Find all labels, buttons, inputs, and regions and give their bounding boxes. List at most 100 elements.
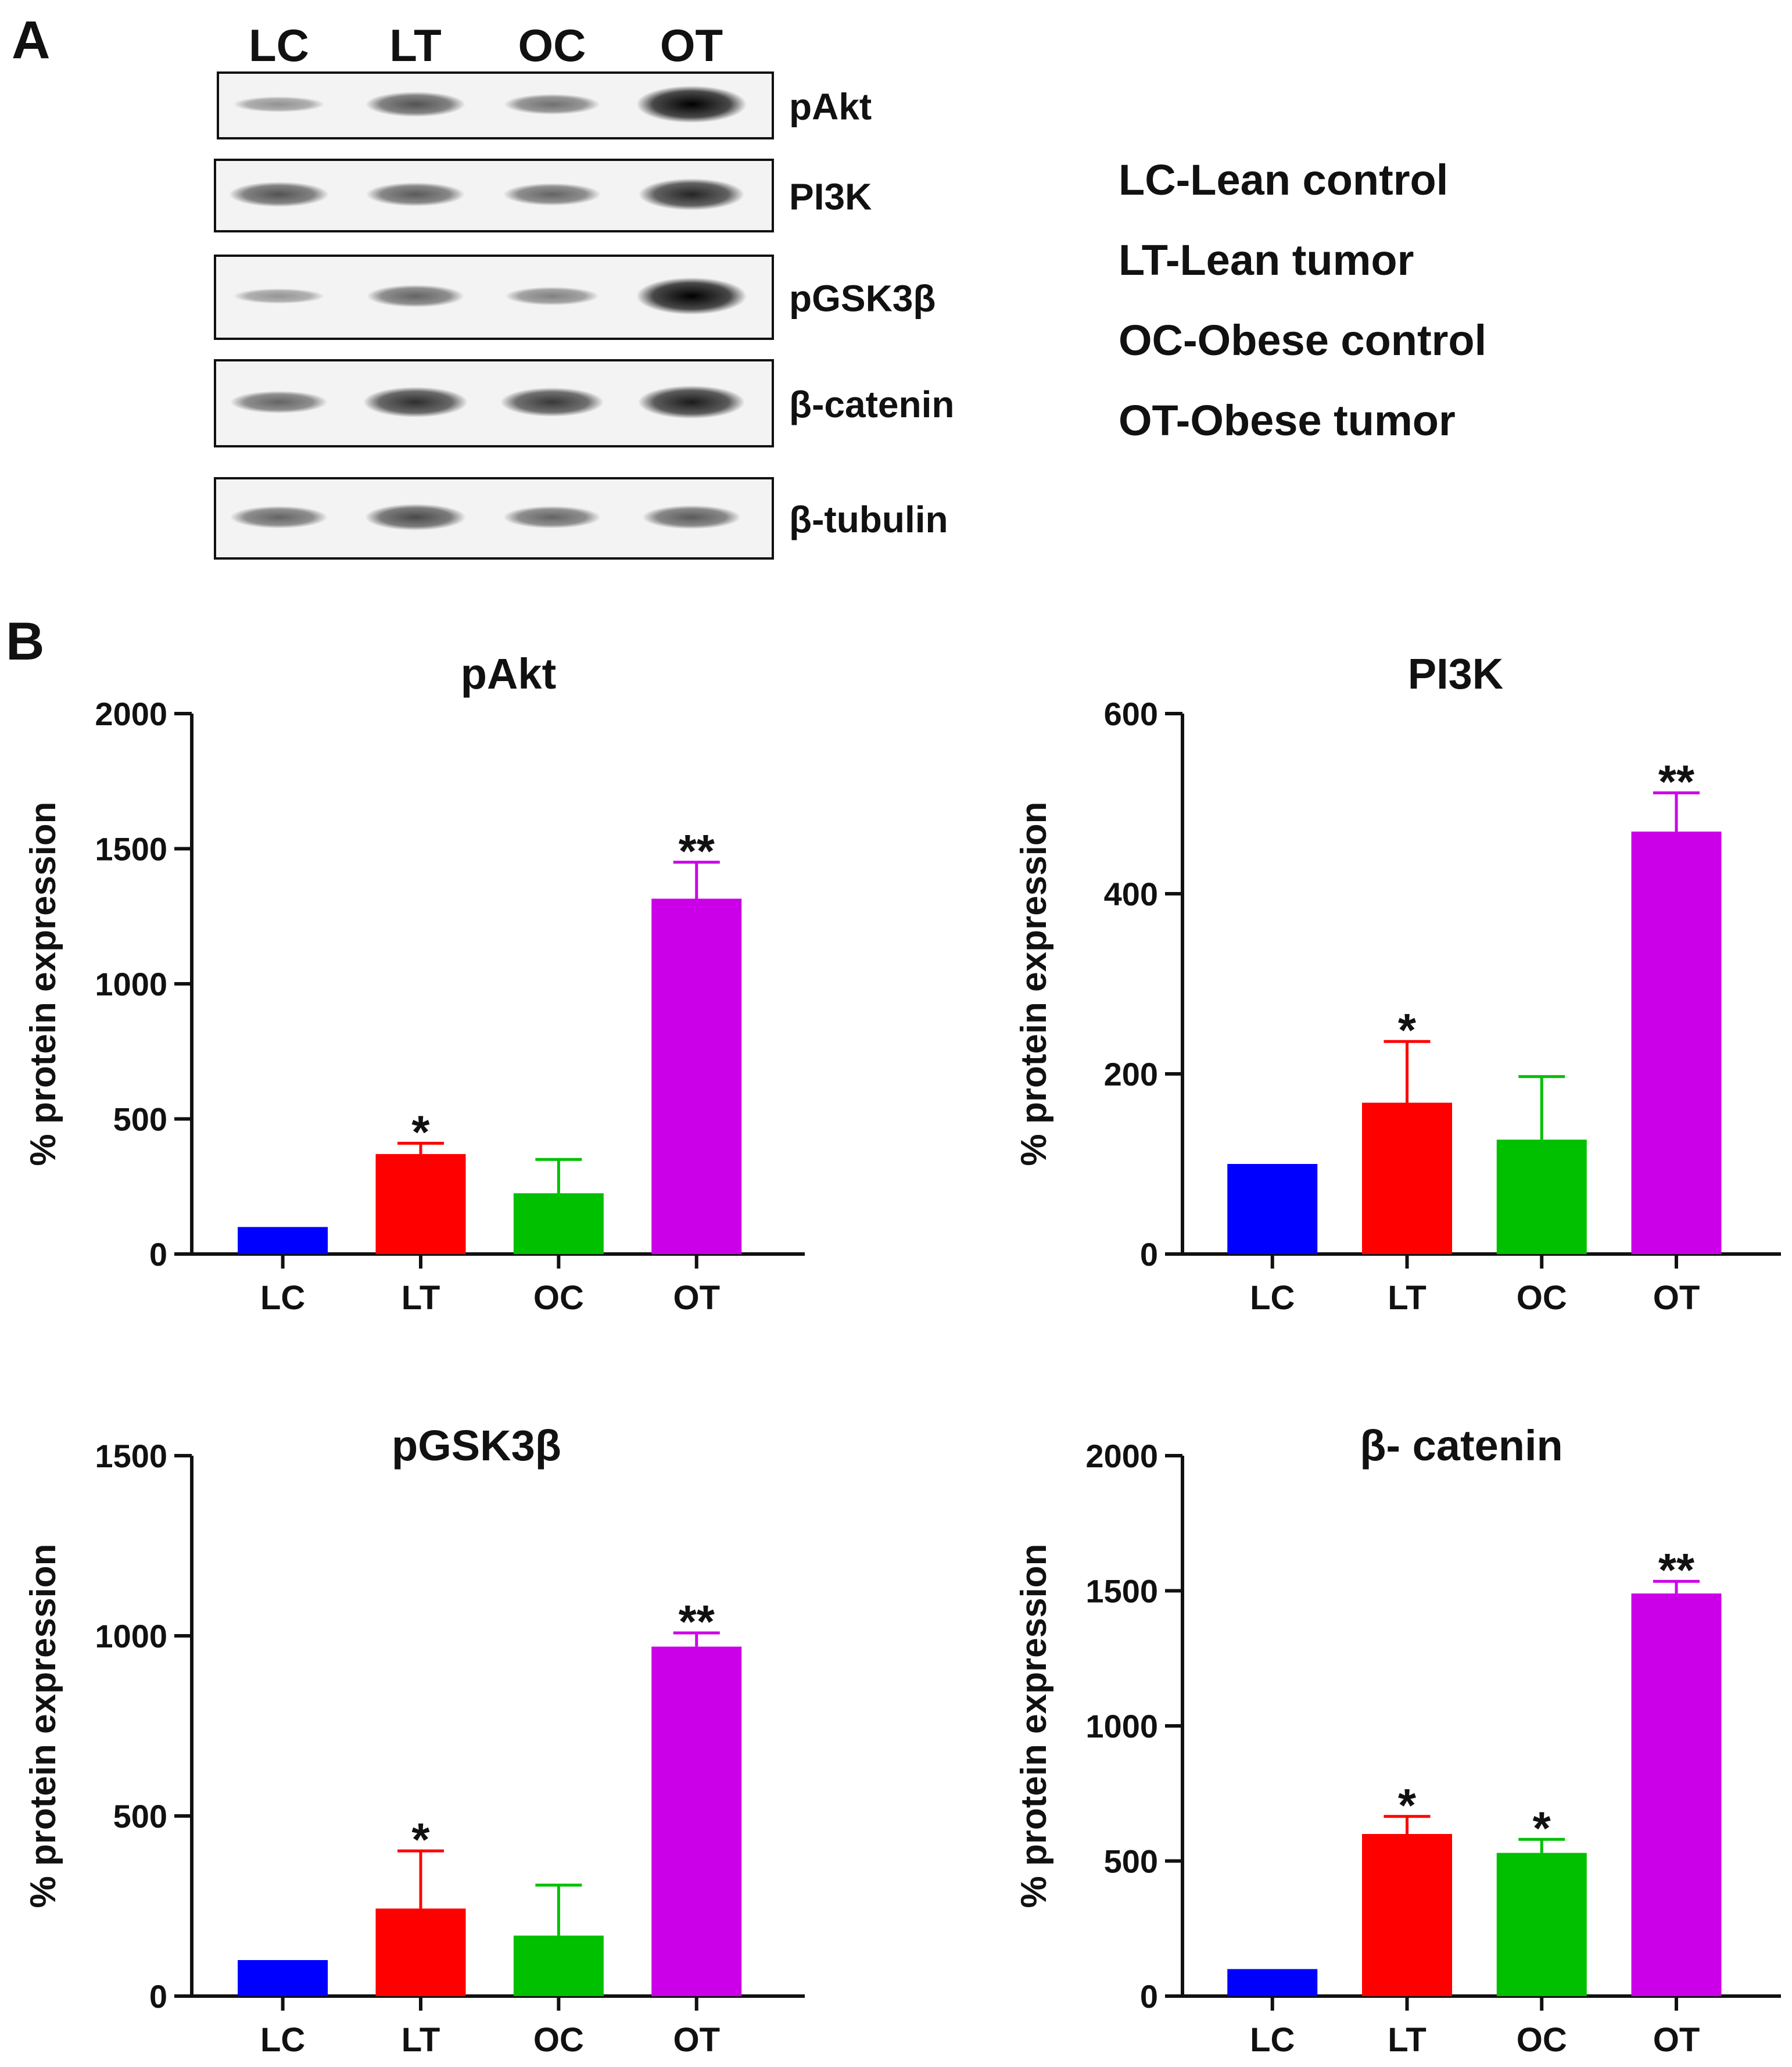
bar xyxy=(1496,1853,1587,1996)
x-tick-label: LT xyxy=(402,1279,440,1317)
blot-band xyxy=(636,277,747,315)
blot-band xyxy=(500,387,604,417)
blot-row: β-tubulin xyxy=(214,477,948,560)
y-tick-label: 0 xyxy=(149,1978,167,2015)
y-tick-label: 2000 xyxy=(95,696,167,732)
blot-lane-label: OC xyxy=(518,20,586,71)
x-tick-label: OT xyxy=(1653,1279,1700,1317)
y-axis-label: % protein expression xyxy=(23,801,63,1166)
bar-charts: pAkt% protein expression0500100015002000… xyxy=(23,650,1781,2059)
legend-entry: LC-Lean control xyxy=(1119,156,1448,204)
bar xyxy=(1227,1969,1318,1996)
blot-row-label: β-catenin xyxy=(789,384,954,425)
chart-title: PI3K xyxy=(1408,650,1504,698)
y-tick-label: 0 xyxy=(1140,1236,1158,1273)
x-tick-label: OT xyxy=(1653,2021,1700,2059)
y-axis-label: % protein expression xyxy=(1014,801,1054,1166)
bar xyxy=(238,1960,328,1996)
y-axis-label: % protein expression xyxy=(1014,1543,1054,1908)
blot-band xyxy=(233,96,325,113)
blot-band xyxy=(230,391,328,414)
x-tick-label: LT xyxy=(1388,2021,1427,2059)
blot-lane-label: OT xyxy=(660,20,723,71)
y-tick-label: 0 xyxy=(1140,1978,1158,2015)
significance-marker: ** xyxy=(679,825,715,877)
bar-chart: β- catenin % protein expression 0 500 1000 15… xyxy=(1014,1421,1781,2059)
significance-marker: * xyxy=(1398,1004,1417,1056)
y-tick-label: 500 xyxy=(113,1101,167,1138)
legend-entry: OC-Obese control xyxy=(1119,316,1486,364)
bar-chart: pGSK3β % protein expression 0 500 1000 1500 LC… xyxy=(23,1421,805,2059)
blot-row-label: β-tubulin xyxy=(789,499,948,540)
legend-entry: LT-Lean tumor xyxy=(1119,236,1414,284)
significance-marker: * xyxy=(1533,1802,1551,1854)
x-tick-label: OT xyxy=(673,1279,720,1317)
blot-row: β-catenin xyxy=(214,359,954,447)
y-tick-label: 600 xyxy=(1104,696,1158,732)
chart-title: pAkt xyxy=(461,650,556,698)
bar xyxy=(651,898,742,1254)
blot-band xyxy=(366,182,465,206)
bar xyxy=(513,1935,604,1996)
blot-lane-label: LC xyxy=(249,20,309,71)
chart-title: pGSK3β xyxy=(392,1421,561,1470)
significance-marker: ** xyxy=(1658,755,1695,807)
bar-chart: PI3K % protein expression 0 200 400 600 LC * LT O… xyxy=(1014,650,1781,1317)
significance-marker: * xyxy=(411,1814,430,1865)
y-tick-label: 1500 xyxy=(1085,1573,1158,1610)
x-tick-label: OT xyxy=(673,2021,720,2059)
y-tick-label: 500 xyxy=(113,1798,167,1835)
blot-band xyxy=(233,288,325,304)
y-tick-label: 1000 xyxy=(95,1618,167,1654)
bar-chart: pAkt % protein expression 0 500 1000 1500 2000… xyxy=(23,650,805,1317)
blot-band xyxy=(636,85,747,123)
x-tick-label: OC xyxy=(533,2021,584,2059)
blot-row: pAkt xyxy=(217,71,872,139)
bar xyxy=(1362,1102,1452,1254)
y-tick-label: 2000 xyxy=(1085,1438,1158,1474)
abbreviation-legend: LC-Lean control LT-Lean tumor OC-Obese con… xyxy=(1119,156,1486,445)
panel-label-b: B xyxy=(6,612,44,671)
blot-band xyxy=(639,178,744,210)
y-tick-label: 1000 xyxy=(95,966,167,1002)
blot-band xyxy=(367,285,464,307)
blot-band xyxy=(365,504,466,531)
y-axis-label: % protein expression xyxy=(23,1543,63,1908)
x-tick-label: LT xyxy=(402,2021,440,2059)
bar xyxy=(651,1646,742,1996)
blot-band xyxy=(365,91,465,117)
x-tick-label: OC xyxy=(533,1279,584,1317)
blot-band xyxy=(503,183,601,206)
blot-lane-label: LT xyxy=(389,20,442,71)
bar xyxy=(1631,832,1722,1254)
western-blot: pAkt PI3K pGSK3β β-catenin β-tubulin xyxy=(214,71,954,560)
bar xyxy=(375,1153,466,1254)
x-tick-label: LT xyxy=(1388,1279,1427,1317)
x-tick-label: LC xyxy=(1250,2021,1295,2059)
bar xyxy=(1227,1164,1318,1254)
blot-band xyxy=(505,286,599,306)
bar xyxy=(375,1908,466,1996)
bar xyxy=(1362,1834,1452,1996)
y-tick-label: 0 xyxy=(149,1236,167,1273)
blot-row: pGSK3β xyxy=(214,255,936,340)
x-tick-label: OC xyxy=(1517,2021,1567,2059)
y-tick-label: 1000 xyxy=(1085,1708,1158,1744)
blot-band xyxy=(642,505,741,529)
y-tick-label: 1500 xyxy=(95,1438,167,1474)
blot-row-label: PI3K xyxy=(789,176,872,218)
blot-band xyxy=(229,181,329,207)
bar xyxy=(513,1193,604,1254)
bar xyxy=(1496,1140,1587,1254)
bar xyxy=(1631,1593,1722,1996)
significance-marker: * xyxy=(1398,1779,1417,1831)
blot-band xyxy=(230,506,328,529)
blot-band xyxy=(638,385,745,419)
x-tick-label: OC xyxy=(1517,1279,1567,1317)
blot-band xyxy=(503,506,601,529)
y-tick-label: 200 xyxy=(1104,1056,1158,1092)
y-tick-label: 400 xyxy=(1104,876,1158,912)
y-tick-label: 500 xyxy=(1104,1843,1158,1880)
significance-marker: ** xyxy=(1658,1544,1695,1596)
x-tick-label: LC xyxy=(260,2021,305,2059)
